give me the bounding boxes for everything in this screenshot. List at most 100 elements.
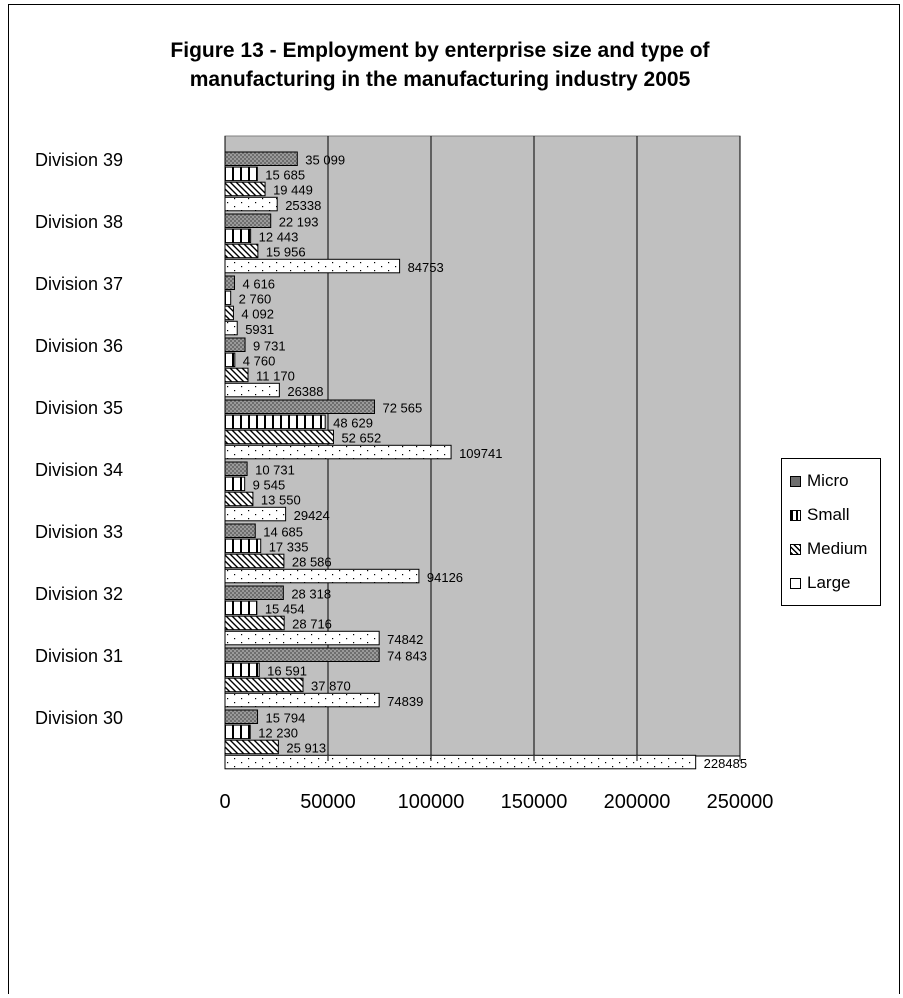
bar-small: [224, 352, 236, 368]
data-label: 74839: [387, 694, 423, 709]
category-label: Division 39: [35, 150, 123, 170]
data-label: 15 956: [266, 245, 306, 260]
x-tick-label: 0: [219, 791, 230, 813]
bar-micro: [224, 523, 256, 538]
bar-medium: [224, 553, 285, 569]
legend-swatch-large: [790, 577, 801, 589]
bar-micro: [224, 337, 246, 352]
data-label: 25338: [285, 198, 321, 213]
legend-label-large: Large: [807, 573, 851, 592]
bar-large: [224, 630, 380, 646]
data-label: 12 443: [259, 230, 299, 245]
legend-item-small: Small: [790, 505, 850, 525]
bar-large: [224, 692, 380, 708]
bar-medium: [224, 367, 249, 383]
bar-small: [224, 476, 246, 492]
data-label: 15 685: [265, 168, 305, 183]
bar-micro: [224, 151, 298, 166]
bar-small: [224, 414, 326, 430]
category-label: Division 38: [35, 212, 123, 232]
data-label: 28 586: [292, 555, 332, 570]
category-label: Division 36: [35, 336, 123, 356]
data-label: 74842: [387, 632, 423, 647]
bar-micro: [224, 585, 284, 600]
data-label: 4 616: [243, 277, 276, 292]
chart-title: Figure 13 - Employment by enterprise siz…: [170, 39, 710, 91]
bar-large: [224, 320, 238, 336]
bar-large: [224, 506, 287, 522]
data-label: 28 318: [291, 587, 331, 602]
x-tick-label: 200000: [604, 791, 671, 813]
chart-frame: [8, 4, 900, 994]
data-label: 72 565: [382, 401, 422, 416]
data-label: 17 335: [269, 540, 309, 555]
legend-label-medium: Medium: [807, 539, 868, 558]
data-label: 84753: [408, 260, 444, 275]
data-label: 4 760: [243, 354, 276, 369]
bar-large: [224, 754, 697, 770]
bar-small: [224, 538, 262, 554]
bar-small: [224, 600, 258, 616]
x-tick-label: 250000: [707, 791, 774, 813]
data-label: 48 629: [333, 416, 373, 431]
bar-medium: [224, 677, 304, 693]
bar-large: [224, 382, 280, 398]
bar-small: [224, 662, 260, 678]
bar-micro: [224, 647, 380, 662]
category-label: Division 31: [35, 646, 123, 666]
data-label: 37 870: [311, 679, 351, 694]
category-label: Division 33: [35, 522, 123, 542]
legend-item-medium: Medium: [790, 539, 867, 559]
bar-small: [224, 290, 232, 306]
legend-label-micro: Micro: [807, 471, 849, 490]
bar-medium: [224, 243, 259, 259]
data-label: 9 731: [253, 339, 286, 354]
legend-label-small: Small: [807, 505, 850, 524]
data-label: 22 193: [279, 215, 319, 230]
bar-micro: [224, 709, 259, 724]
data-label: 52 652: [341, 431, 381, 446]
data-label: 10 731: [255, 463, 295, 478]
bar-medium: [224, 615, 285, 631]
bar-small: [224, 228, 252, 244]
bar-large: [224, 444, 452, 460]
bar-medium: [224, 181, 266, 197]
data-label: 15 794: [266, 711, 306, 726]
category-label: Division 30: [35, 708, 123, 728]
legend: Micro Small Medium Large: [781, 458, 881, 606]
data-label: 15 454: [265, 602, 305, 617]
data-label: 5931: [245, 322, 274, 337]
x-tick-label: 50000: [300, 791, 356, 813]
legend-swatch-micro: [790, 475, 801, 487]
legend-item-large: Large: [790, 573, 850, 593]
category-label: Division 32: [35, 584, 123, 604]
data-label: 13 550: [261, 493, 301, 508]
data-label: 26388: [287, 384, 323, 399]
data-label: 28 716: [292, 617, 332, 632]
bar-micro: [224, 275, 236, 290]
bar-large: [224, 258, 401, 274]
bar-large: [224, 196, 278, 212]
data-label: 19 449: [273, 183, 313, 198]
data-label: 228485: [704, 756, 747, 771]
legend-item-micro: Micro: [790, 471, 849, 491]
data-label: 74 843: [387, 649, 427, 664]
bar-medium: [224, 305, 234, 321]
bar-micro: [224, 399, 375, 414]
data-label: 2 760: [239, 292, 272, 307]
data-label: 16 591: [267, 664, 307, 679]
data-label: 25 913: [286, 741, 326, 756]
data-label: 29424: [294, 508, 330, 523]
legend-swatch-small: [790, 509, 801, 521]
bar-micro: [224, 213, 272, 228]
category-label: Division 37: [35, 274, 123, 294]
data-label: 12 230: [258, 726, 298, 741]
x-tick-label: 100000: [398, 791, 465, 813]
bar-small: [224, 166, 258, 182]
bar-medium: [224, 429, 334, 445]
data-label: 35 099: [305, 153, 345, 168]
data-label: 4 092: [241, 307, 274, 322]
data-label: 94126: [427, 570, 463, 585]
data-label: 9 545: [253, 478, 286, 493]
